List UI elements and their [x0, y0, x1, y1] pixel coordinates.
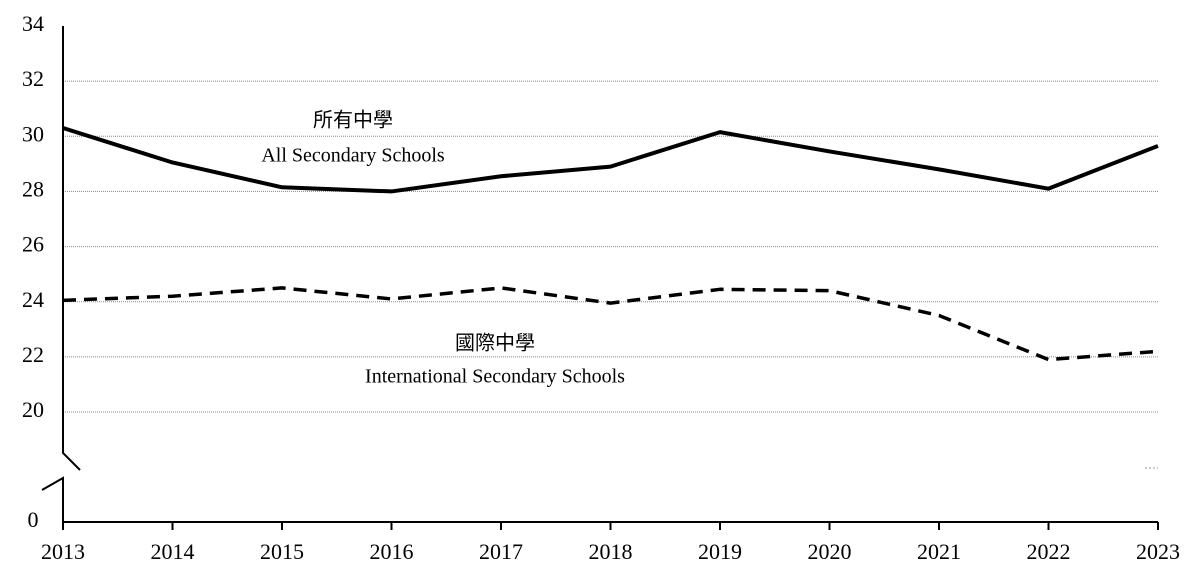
x-tick-label: 2022 [1027, 539, 1071, 564]
series-label-zh: 所有中學 [313, 109, 393, 132]
y-axis-lower [41, 476, 64, 522]
series-label: All Secondary Schools [261, 145, 445, 167]
y-tick-label: 22 [22, 342, 44, 367]
x-tick-label: 2015 [260, 539, 304, 564]
y-tick-label: 24 [22, 287, 44, 312]
series-label-zh: 國際中學 [455, 332, 535, 355]
y-tick-label: 32 [22, 66, 44, 91]
x-tick-label: 2018 [589, 539, 633, 564]
y-tick-label: 0 [28, 507, 39, 532]
y-tick-label: 26 [22, 232, 44, 257]
y-tick-label: 28 [22, 176, 44, 201]
y-axis-upper [62, 26, 81, 471]
y-tick-label: 34 [22, 11, 44, 36]
y-tick-label: 20 [22, 397, 44, 422]
x-tick-label: 2013 [41, 539, 85, 564]
series-line [62, 286, 1159, 362]
x-tick-label: 2017 [479, 539, 523, 564]
x-tick-label: 2020 [808, 539, 852, 564]
x-tick-label: 2019 [698, 539, 742, 564]
x-tick-label: 2016 [370, 539, 414, 564]
x-tick-label: 2021 [917, 539, 961, 564]
x-tick-label: 2023 [1136, 539, 1180, 564]
axis-frame [41, 26, 1158, 523]
series-line [62, 126, 1159, 194]
y-tick-label: 30 [22, 121, 44, 146]
series-label: International Secondary Schools [365, 366, 625, 388]
x-tick-label: 2014 [151, 539, 195, 564]
